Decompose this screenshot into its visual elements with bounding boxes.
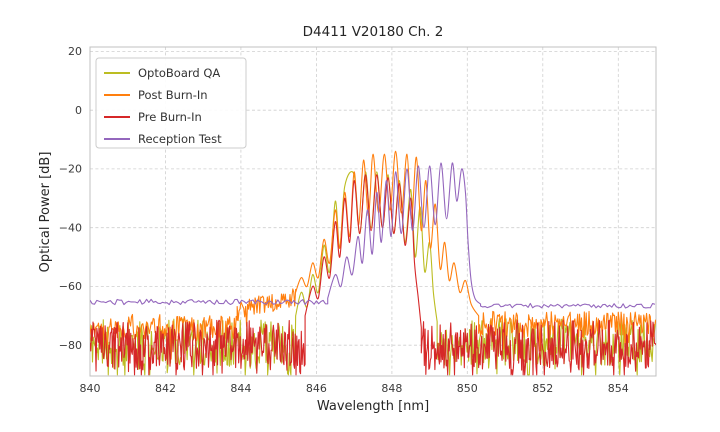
y-tick-label: 20 [68, 45, 82, 58]
y-tick-label: 0 [75, 104, 82, 117]
legend-label-post-burn-in: Post Burn-In [138, 88, 208, 102]
x-tick-label: 850 [457, 382, 478, 395]
series-layer [90, 150, 656, 376]
y-tick-label: −80 [59, 339, 82, 352]
legend-label-reception-test: Reception Test [138, 132, 222, 146]
x-tick-label: 854 [608, 382, 629, 395]
legend-item: Pre Burn-In [104, 110, 202, 124]
legend-item: Post Burn-In [104, 88, 208, 102]
x-axis-label: Wavelength [nm] [317, 399, 429, 414]
legend: OptoBoard QA Post Burn-In Pre Burn-In Re… [95, 57, 247, 149]
chart-title: D4411 V20180 Ch. 2 [303, 24, 444, 40]
x-tick-label: 844 [230, 382, 251, 395]
y-tick-label: −60 [59, 280, 82, 293]
x-tick-label: 840 [80, 382, 101, 395]
legend-item: Reception Test [104, 132, 222, 146]
plot-border [89, 46, 657, 377]
x-tick-label: 842 [155, 382, 176, 395]
y-axis-label: Optical Power [dB] [38, 152, 53, 273]
x-tick-label: 846 [306, 382, 327, 395]
x-tick-label: 848 [381, 382, 402, 395]
legend-label-pre-burn-in: Pre Burn-In [138, 110, 202, 124]
y-tick-label: −40 [59, 222, 82, 235]
series-line-reception-test [90, 162, 656, 309]
legend-item: OptoBoard QA [104, 66, 220, 80]
x-tick-label: 852 [532, 382, 553, 395]
legend-frame [95, 57, 247, 149]
series-line-pre-burn-in [90, 174, 656, 376]
y-tick-label: −20 [59, 163, 82, 176]
tick-labels-layer: 840 842 844 846 848 850 852 854 20 0 −20 −40 −60 −80 [59, 45, 629, 395]
legend-label-optoboard-qa: OptoBoard QA [138, 66, 220, 80]
